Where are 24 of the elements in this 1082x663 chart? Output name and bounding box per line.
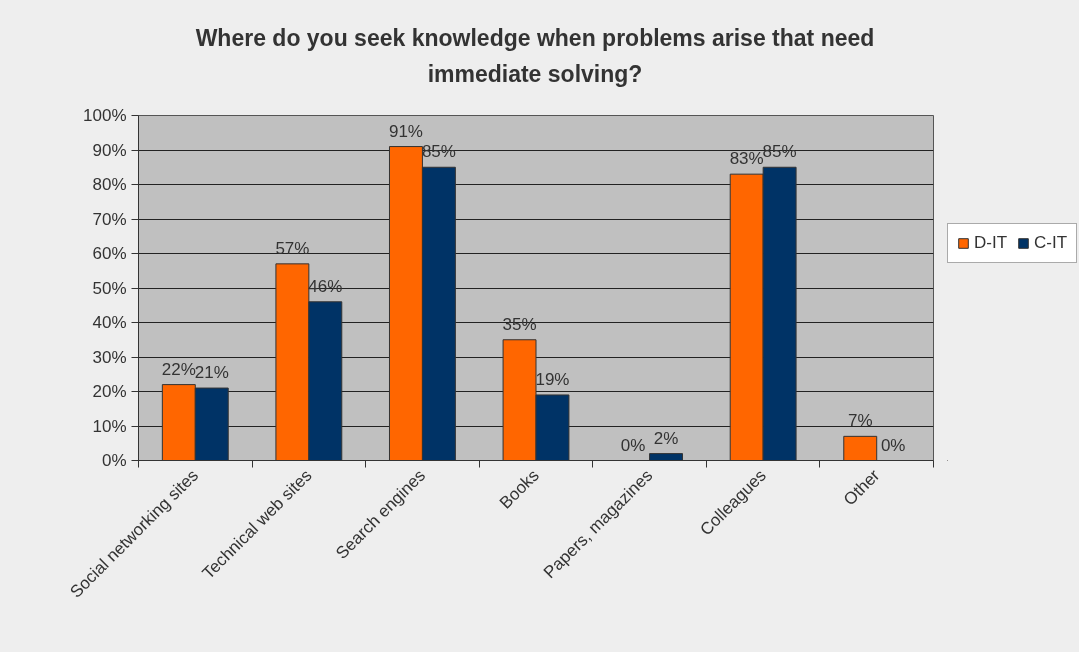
data-label: 2% bbox=[653, 428, 679, 448]
y-tick-label: 20% bbox=[92, 382, 127, 401]
data-label: 0% bbox=[880, 435, 906, 455]
data-label: 19% bbox=[535, 369, 570, 389]
data-label: 21% bbox=[194, 363, 229, 383]
data-label: 91% bbox=[388, 121, 423, 141]
y-tick-label: 30% bbox=[92, 347, 127, 367]
legend-label: D-IT bbox=[974, 233, 1008, 253]
y-tick-label: 70% bbox=[92, 209, 127, 229]
y-tick-label: 0% bbox=[101, 451, 127, 470]
y-tick-label: 90% bbox=[92, 140, 127, 160]
y-tick-label: 100% bbox=[83, 106, 127, 125]
data-label: 83% bbox=[729, 149, 764, 169]
chart-title: Where do you seek knowledge when problems arise that need immediate solving? bbox=[194, 24, 876, 89]
y-tick-label: 60% bbox=[92, 244, 127, 263]
y-tick-label: 50% bbox=[92, 278, 127, 298]
data-label: 0% bbox=[620, 435, 646, 455]
y-tick-label: 80% bbox=[92, 175, 127, 194]
y-tick-label: 40% bbox=[92, 313, 127, 332]
data-label: 57% bbox=[275, 238, 310, 258]
data-label: 22% bbox=[161, 359, 196, 379]
data-label: 7% bbox=[847, 411, 873, 431]
y-tick-label: 10% bbox=[92, 416, 127, 436]
legend-label: C-IT bbox=[1034, 233, 1068, 253]
